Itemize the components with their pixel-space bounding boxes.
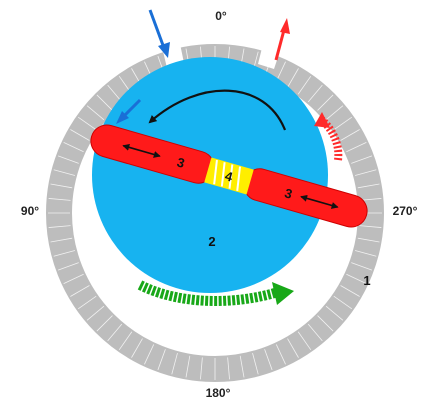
ring-tick	[70, 129, 90, 141]
ring-tick	[340, 129, 360, 141]
ring-tick	[48, 225, 71, 228]
exhaust-port-gap	[258, 40, 282, 69]
ring-tick	[297, 75, 312, 95]
ring-tick	[171, 352, 178, 375]
ring-tick	[325, 305, 344, 321]
flow-arrow-icon	[137, 280, 294, 307]
angle-label-bottom: 180°	[206, 386, 231, 400]
ring-tick	[340, 285, 360, 297]
ring-tick	[200, 357, 203, 380]
ring-tick	[252, 352, 259, 375]
ring-tick	[317, 94, 334, 111]
ring-tick	[50, 183, 73, 189]
vane-left-label: 3	[175, 154, 186, 170]
ring-tick	[53, 169, 76, 176]
ring-tick	[287, 68, 299, 88]
ring-tick	[354, 250, 377, 257]
ring-tick	[53, 250, 76, 257]
ring-tick	[57, 262, 79, 271]
ring-tick	[57, 155, 79, 164]
ring-tick	[107, 323, 123, 342]
ring-tick	[264, 349, 273, 371]
ring-tick	[131, 338, 143, 358]
ring-tick	[317, 315, 334, 332]
spring-label: 4	[223, 168, 235, 185]
ring-tick	[239, 355, 245, 378]
ring-tick	[227, 357, 230, 380]
rotor-label: 2	[208, 234, 215, 249]
spring-coils	[213, 159, 241, 191]
ring-tick	[96, 94, 113, 111]
ring-tick	[77, 116, 97, 131]
ring-tick	[351, 155, 373, 164]
stator-ring	[46, 39, 384, 382]
ring-tick	[346, 273, 367, 284]
ring-tick	[144, 344, 155, 365]
ring-tick	[107, 84, 123, 103]
ring-tick	[48, 198, 71, 201]
ring-tick	[325, 105, 344, 121]
ring-tick	[70, 285, 90, 297]
ring-tick	[275, 61, 286, 82]
vane-left-motion-arrow	[122, 143, 161, 158]
ring-tick	[77, 295, 97, 310]
curved-arrow-icon	[148, 89, 287, 131]
ring-tick	[63, 273, 84, 284]
ring-tick	[63, 142, 84, 153]
ring-tick	[357, 183, 380, 189]
ring-tick	[287, 338, 299, 358]
ring-tick	[333, 295, 353, 310]
vane-right-motion-arrow	[300, 194, 339, 209]
angle-label-top: 0°	[215, 9, 227, 23]
ring-tick	[357, 237, 380, 243]
ring-tick	[50, 237, 73, 243]
ring-tick	[96, 315, 113, 332]
angle-label-right: 270°	[393, 204, 418, 218]
ring-label: 1	[363, 273, 370, 288]
ring-tick	[346, 142, 367, 153]
vane-right-label: 3	[283, 185, 294, 201]
ring-tick	[351, 262, 373, 271]
ring-tick	[185, 355, 191, 378]
ring-tick	[354, 169, 377, 176]
ring-tick	[307, 323, 323, 342]
ring-tick	[86, 305, 105, 321]
vane-assembly: 3 4 3	[90, 124, 368, 228]
ring-tick	[118, 331, 133, 351]
ring-tick	[86, 105, 105, 121]
angle-label-left: 90°	[21, 204, 39, 218]
ring-tick	[275, 344, 286, 365]
outlet-arrow-icon	[274, 18, 343, 161]
inlet-arrow-icon	[116, 9, 170, 124]
ring-tick	[333, 116, 353, 131]
ring-tick	[157, 349, 166, 371]
ring-tick	[307, 84, 323, 103]
ring-tick	[297, 331, 312, 351]
ring-tick	[359, 225, 382, 228]
